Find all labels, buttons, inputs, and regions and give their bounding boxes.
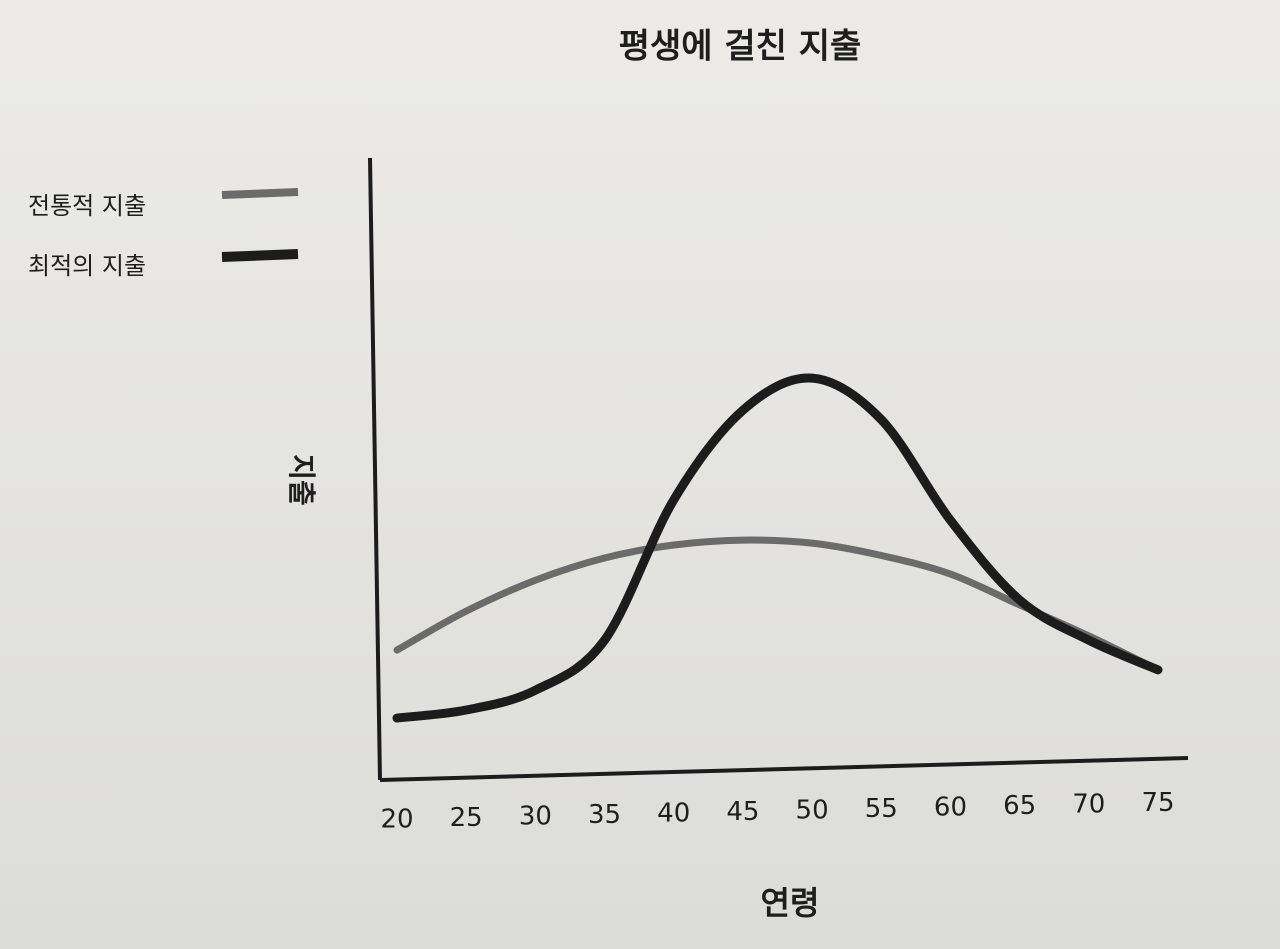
legend-swatch	[221, 249, 299, 262]
x-tick-label: 20	[380, 805, 413, 835]
x-tick-label: 40	[657, 799, 690, 829]
chart-title: 평생에 걸친 지출	[619, 27, 862, 67]
x-tick-label: 60	[934, 793, 967, 823]
x-tick-label: 35	[588, 800, 621, 830]
legend-swatch	[221, 188, 299, 199]
x-tick-label: 45	[726, 797, 759, 827]
x-axis-label: 연령	[761, 884, 820, 922]
x-tick-label: 30	[519, 802, 552, 832]
x-tick-label: 25	[450, 803, 483, 833]
legend-label: 최적의 지출	[28, 252, 146, 280]
x-tick-label: 70	[1072, 790, 1105, 820]
line	[393, 536, 1162, 674]
y-axis-label: 지출	[285, 454, 318, 506]
x-axis	[379, 756, 1189, 782]
x-tick-label: 55	[865, 794, 898, 824]
x-tick-label: 50	[796, 796, 829, 826]
y-axis	[368, 157, 382, 781]
line	[392, 373, 1163, 723]
legend-label: 전통적 지출	[28, 192, 146, 220]
x-tick-label: 65	[1003, 791, 1036, 821]
x-tick-label: 75	[1141, 788, 1174, 818]
